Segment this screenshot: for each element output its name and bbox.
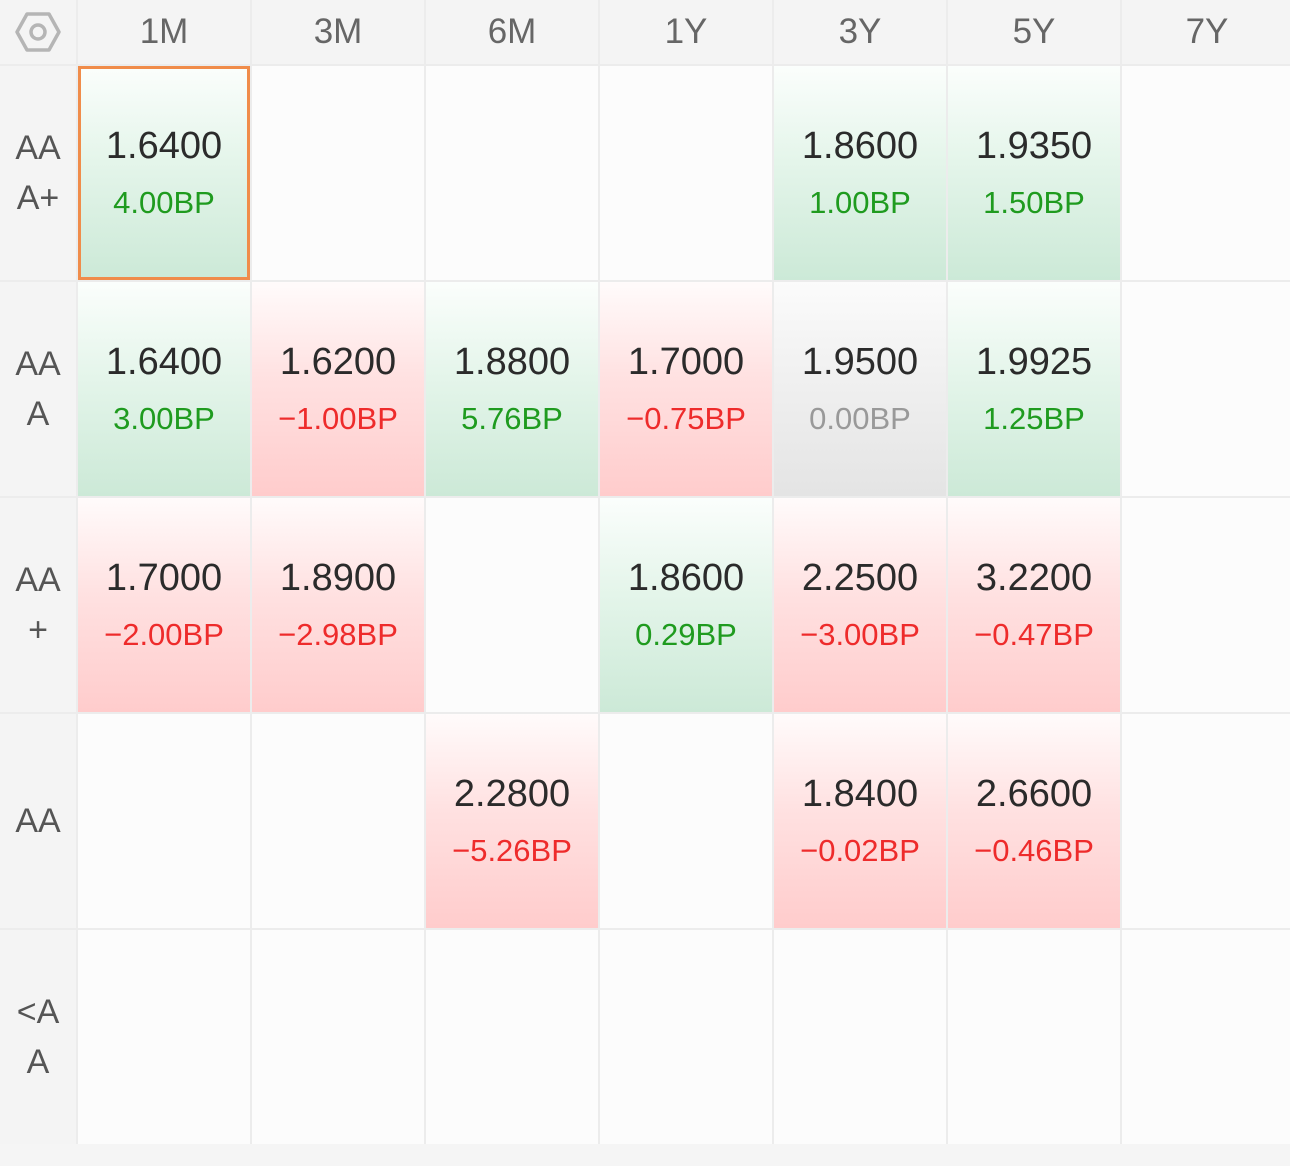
settings-hexagon-icon (15, 12, 61, 52)
row-label-text: <AA (16, 993, 60, 1081)
rate-value: 1.8600 (627, 557, 745, 599)
rate-cell[interactable]: 1.7000 −2.00BP (78, 498, 250, 712)
empty-cell (1122, 714, 1290, 928)
rate-change: −3.00BP (800, 617, 920, 652)
rate-value: 1.8800 (453, 341, 571, 383)
empty-cell (948, 930, 1120, 1144)
rate-cell[interactable]: 1.6400 4.00BP (78, 66, 250, 280)
column-header-1m[interactable]: 1M (78, 0, 250, 64)
rate-change: 0.00BP (809, 401, 911, 436)
rate-cell[interactable]: 1.6400 3.00BP (78, 282, 250, 496)
rate-value: 1.9350 (975, 125, 1093, 167)
empty-cell (78, 714, 250, 928)
empty-cell (78, 930, 250, 1144)
empty-cell (426, 66, 598, 280)
rate-change: −0.02BP (800, 833, 920, 868)
rate-cell[interactable]: 2.2800 −5.26BP (426, 714, 598, 928)
rate-value: 1.9500 (801, 341, 919, 383)
rate-value: 1.7000 (105, 557, 223, 599)
rate-value: 1.8600 (801, 125, 919, 167)
rate-value: 1.8400 (801, 773, 919, 815)
rate-change: 0.29BP (635, 617, 737, 652)
empty-cell (600, 714, 772, 928)
empty-cell (252, 930, 424, 1144)
empty-cell (1122, 282, 1290, 496)
empty-cell (1122, 930, 1290, 1144)
empty-cell (774, 930, 946, 1144)
rate-value: 2.2800 (453, 773, 571, 815)
row-label-text: AA+ (15, 561, 61, 649)
rate-cell[interactable]: 1.6200 −1.00BP (252, 282, 424, 496)
column-header-5y[interactable]: 5Y (948, 0, 1120, 64)
rate-cell[interactable]: 1.9350 1.50BP (948, 66, 1120, 280)
rate-change: −1.00BP (278, 401, 398, 436)
rate-cell[interactable]: 2.6600 −0.46BP (948, 714, 1120, 928)
empty-cell (426, 930, 598, 1144)
rate-cell[interactable]: 3.2200 −0.47BP (948, 498, 1120, 712)
empty-cell (1122, 66, 1290, 280)
rate-value: 1.6200 (279, 341, 397, 383)
rate-change: 4.00BP (113, 185, 215, 220)
rate-change: 3.00BP (113, 401, 215, 436)
rate-change: −2.98BP (278, 617, 398, 652)
empty-cell (252, 714, 424, 928)
empty-cell (1122, 498, 1290, 712)
empty-cell (252, 66, 424, 280)
column-header-6m[interactable]: 6M (426, 0, 598, 64)
bottom-bar (0, 1144, 1290, 1166)
rate-change: −0.47BP (974, 617, 1094, 652)
rate-value: 2.6600 (975, 773, 1093, 815)
rate-cell[interactable]: 1.8400 −0.02BP (774, 714, 946, 928)
rate-change: 1.50BP (983, 185, 1085, 220)
row-label-text: AAA (15, 345, 61, 433)
rate-value: 1.9925 (975, 341, 1093, 383)
rate-value: 2.2500 (801, 557, 919, 599)
rate-change: 5.76BP (461, 401, 563, 436)
empty-cell (426, 498, 598, 712)
column-header-1y[interactable]: 1Y (600, 0, 772, 64)
rate-change: −2.00BP (104, 617, 224, 652)
rate-change: −0.75BP (626, 401, 746, 436)
rate-cell[interactable]: 1.8600 0.29BP (600, 498, 772, 712)
rate-value: 1.8900 (279, 557, 397, 599)
rate-cell[interactable]: 1.9925 1.25BP (948, 282, 1120, 496)
column-header-3y[interactable]: 3Y (774, 0, 946, 64)
settings-button[interactable] (0, 0, 76, 64)
rate-change: 1.25BP (983, 401, 1085, 436)
rate-value: 1.6400 (105, 125, 223, 167)
rate-cell[interactable]: 2.2500 −3.00BP (774, 498, 946, 712)
rate-value: 1.6400 (105, 341, 223, 383)
rate-cell[interactable]: 1.8800 5.76BP (426, 282, 598, 496)
row-label: AA+ (0, 498, 76, 712)
row-label: AA (0, 714, 76, 928)
row-label-text: AAA+ (15, 129, 61, 217)
row-label: AAA+ (0, 66, 76, 280)
empty-cell (600, 930, 772, 1144)
rate-cell[interactable]: 1.8900 −2.98BP (252, 498, 424, 712)
rate-value: 3.2200 (975, 557, 1093, 599)
row-label: AAA (0, 282, 76, 496)
rate-change: 1.00BP (809, 185, 911, 220)
column-header-7y[interactable]: 7Y (1122, 0, 1290, 64)
row-label-text: AA (15, 802, 61, 840)
column-header-3m[interactable]: 3M (252, 0, 424, 64)
rate-change: −0.46BP (974, 833, 1094, 868)
rate-change: −5.26BP (452, 833, 572, 868)
rate-cell[interactable]: 1.7000 −0.75BP (600, 282, 772, 496)
rate-value: 1.7000 (627, 341, 745, 383)
rate-cell[interactable]: 1.8600 1.00BP (774, 66, 946, 280)
row-label: <AA (0, 930, 76, 1144)
rate-cell[interactable]: 1.9500 0.00BP (774, 282, 946, 496)
empty-cell (600, 66, 772, 280)
